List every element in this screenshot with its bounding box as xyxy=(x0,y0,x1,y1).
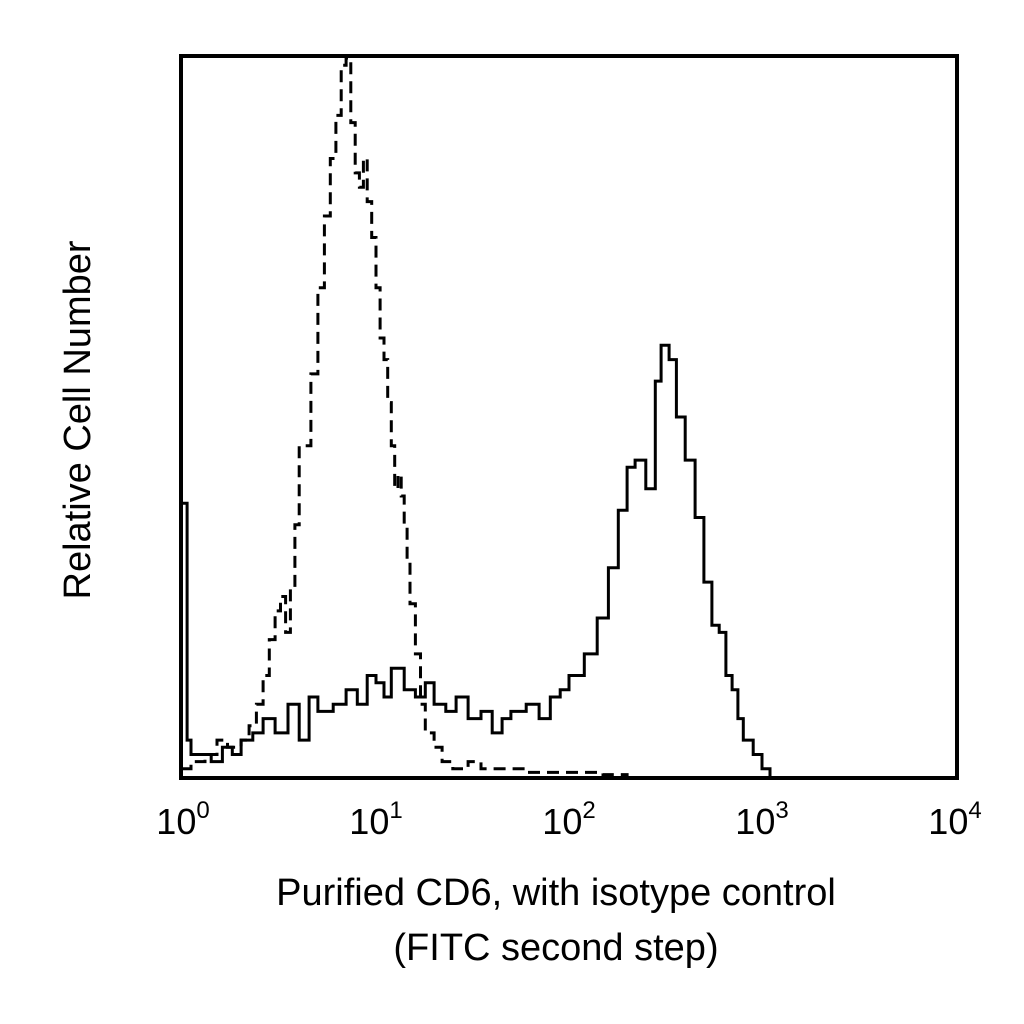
x-tick-label: 104 xyxy=(928,797,981,842)
series-layer xyxy=(183,56,772,777)
plot-frame xyxy=(179,54,959,780)
x-tick-label: 100 xyxy=(156,797,209,842)
isotype-control-histogram-line xyxy=(183,56,629,777)
x-tick-label: 103 xyxy=(735,797,788,842)
y-axis-title: Relative Cell Number xyxy=(57,240,99,599)
cd6-histogram-line xyxy=(183,343,772,776)
x-axis-title-line2: (FITC second step) xyxy=(393,927,718,969)
x-axis-title: Purified CD6, with isotype control xyxy=(276,872,836,914)
x-tick-label: 102 xyxy=(542,797,595,842)
x-tick-labels: 100 101 102 103 104 xyxy=(156,797,981,842)
x-tick-label: 101 xyxy=(349,797,402,842)
